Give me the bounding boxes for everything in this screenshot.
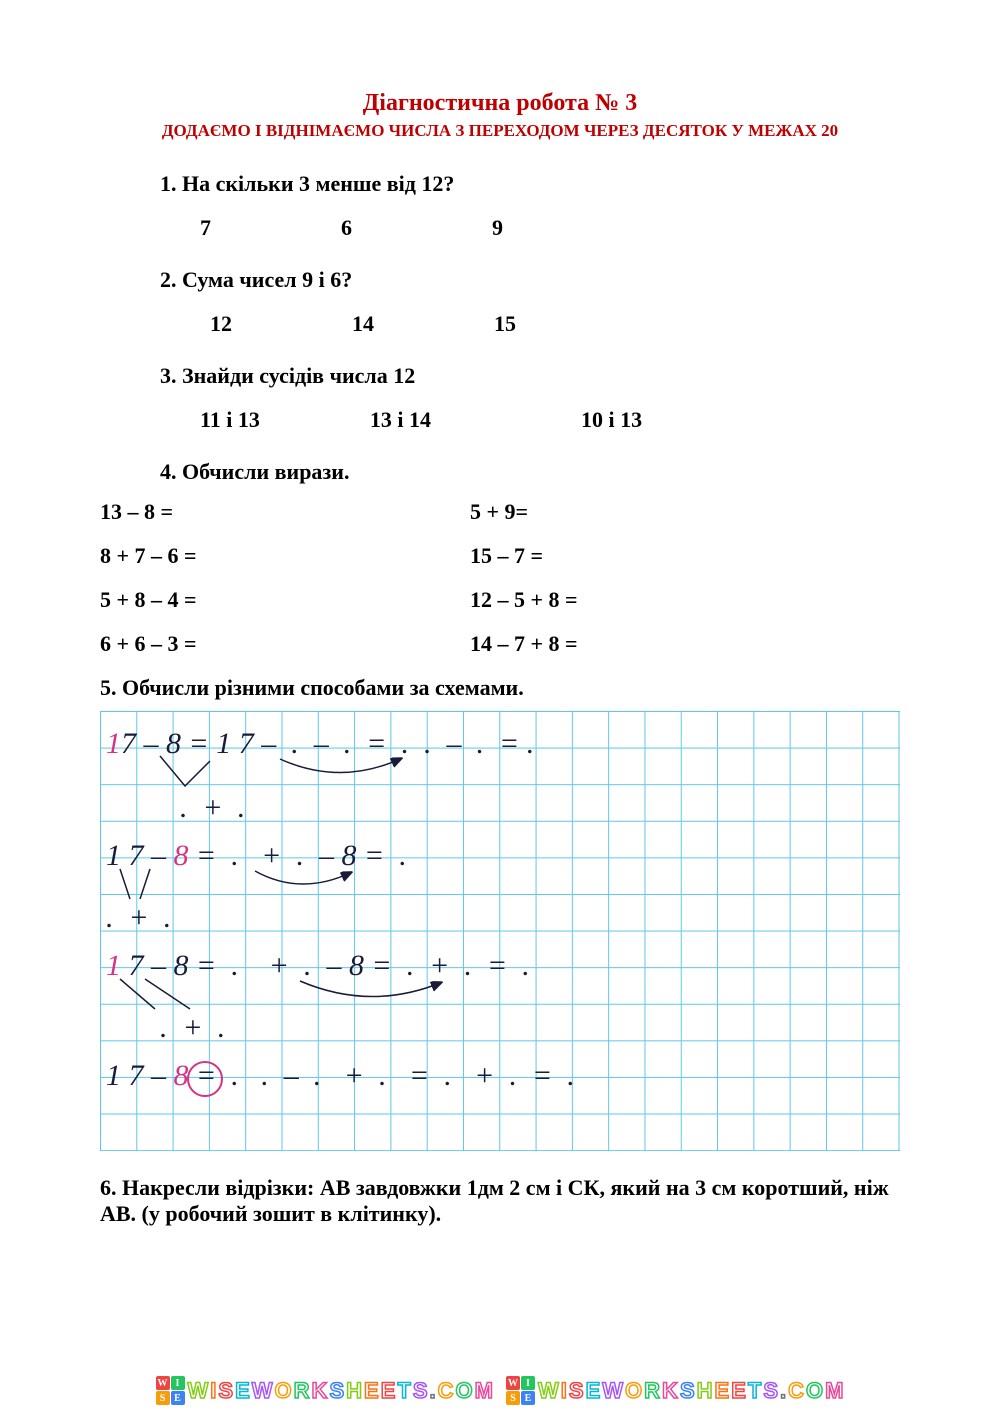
watermark-logo: WISE	[506, 1376, 535, 1405]
q2-prompt: 2. Сума чисел 9 і 6?	[160, 267, 900, 293]
answer-option[interactable]: 9	[492, 215, 503, 241]
q3-answers: 11 і 13 13 і 14 10 і 13	[200, 407, 900, 433]
watermark-text: WISEWORKSHEETS.COM	[537, 1378, 845, 1404]
expression-left: 5 + 8 – 4 =	[100, 587, 470, 613]
handwritten-line: 1 7 – 8 = . . – . + . = . + . = .	[106, 1059, 575, 1093]
answer-option[interactable]: 13 і 14	[370, 407, 431, 433]
answer-option[interactable]: 14	[352, 311, 374, 337]
answer-option[interactable]: 15	[494, 311, 516, 337]
answer-option[interactable]: 6	[341, 215, 352, 241]
handwritten-line: . + .	[180, 791, 245, 825]
expression-row: 13 – 8 =5 + 9=	[100, 499, 900, 525]
expression-right: 5 + 9=	[470, 499, 528, 525]
answer-option[interactable]: 12	[210, 311, 232, 337]
q4-expressions: 13 – 8 =5 + 9=8 + 7 – 6 =15 – 7 =5 + 8 –…	[100, 499, 900, 657]
watermark: WISEWISEWORKSHEETS.COMWISEWISEWORKSHEETS…	[0, 1376, 1000, 1405]
expression-left: 13 – 8 =	[100, 499, 470, 525]
expression-right: 15 – 7 =	[470, 543, 543, 569]
expression-right: 12 – 5 + 8 =	[470, 587, 578, 613]
circled-8	[187, 1061, 223, 1097]
worksheet-page: Діагностична робота № 3 ДОДАЄМО І ВІДНІМ…	[0, 0, 1000, 1413]
handwritten-line: 1 7 – 8 = . + . – 8 = . + . = .	[106, 949, 530, 983]
watermark-logo: WISE	[156, 1376, 185, 1405]
handwritten-line: . + .	[106, 901, 171, 935]
q4-title: 4. Обчисли вирази.	[160, 459, 900, 485]
handwritten-line: . + .	[160, 1011, 225, 1045]
page-subtitle: ДОДАЄМО І ВІДНІМАЄМО ЧИСЛА З ПЕРЕХОДОМ Ч…	[100, 121, 900, 141]
answer-option[interactable]: 7	[200, 215, 211, 241]
q2-answers: 12 14 15	[200, 311, 900, 337]
expression-row: 6 + 6 – 3 =14 – 7 + 8 =	[100, 631, 900, 657]
q1-answers: 7 6 9	[200, 215, 900, 241]
answer-option[interactable]: 10 і 13	[581, 407, 642, 433]
q5-title: 5. Обчисли різними способами за схемами.	[100, 675, 900, 701]
expression-right: 14 – 7 + 8 =	[470, 631, 578, 657]
expression-left: 8 + 7 – 6 =	[100, 543, 470, 569]
expression-row: 8 + 7 – 6 =15 – 7 =	[100, 543, 900, 569]
q6-text: 6. Накресли відрізки: АВ завдовжки 1дм 2…	[100, 1175, 900, 1227]
q3-prompt: 3. Знайди сусідів числа 12	[160, 363, 900, 389]
handwritten-line: 1 7 – 8 = . + . – 8 = .	[106, 839, 407, 873]
answer-option[interactable]: 11 і 13	[200, 407, 260, 433]
page-title: Діагностична робота № 3	[100, 90, 900, 117]
watermark-text: WISEWORKSHEETS.COM	[187, 1378, 495, 1404]
handwritten-line: 17 – 8 = 1 7 – . – . = . . – . = .	[106, 727, 534, 761]
expression-row: 5 + 8 – 4 =12 – 5 + 8 =	[100, 587, 900, 613]
q1-prompt: 1. На скільки 3 менше від 12?	[160, 171, 900, 197]
expression-left: 6 + 6 – 3 =	[100, 631, 470, 657]
grid-work-area: 17 – 8 = 1 7 – . – . = . . – . = . . + . 1…	[100, 711, 900, 1151]
